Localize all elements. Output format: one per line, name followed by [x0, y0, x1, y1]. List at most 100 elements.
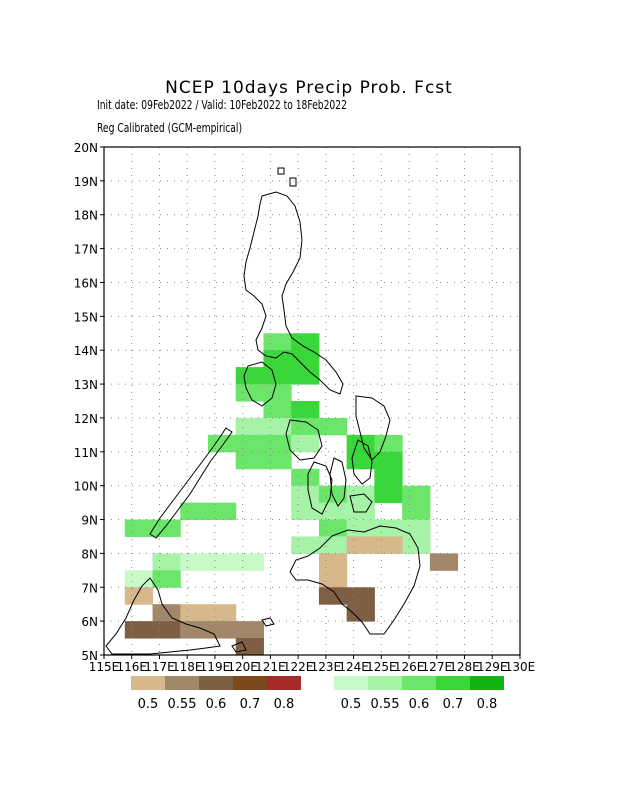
coastline-palawan	[149, 427, 233, 539]
below-colorbar-swatch	[199, 676, 233, 690]
below-normal-cell	[429, 553, 459, 571]
lat-tick-label: 11N	[74, 446, 98, 460]
above-normal-cell	[402, 519, 431, 537]
lon-tick-label: 115E	[89, 660, 120, 674]
lon-tick-label: 128E	[449, 660, 480, 674]
below-colorbar-label: 0.8	[274, 697, 295, 712]
map-title: NCEP 10days Precip Prob. Fcst	[165, 78, 453, 98]
above-normal-cell	[124, 519, 154, 537]
above-normal-cell	[152, 519, 181, 537]
lon-tick-label: 125E	[366, 660, 397, 674]
coastline-leyte	[351, 439, 373, 485]
coastline-mindanao	[289, 525, 421, 635]
above-normal-cell	[235, 417, 264, 436]
coastline-borneo	[105, 577, 221, 655]
lat-tick-label: 18N	[74, 209, 98, 223]
above-normal-cell	[208, 502, 237, 521]
lon-tick-label: 130E	[505, 660, 536, 674]
above-normal-cell	[402, 485, 431, 504]
above-normal-cell	[263, 417, 292, 436]
below-normal-cell	[318, 553, 348, 571]
below-normal-cell	[346, 604, 375, 622]
above-colorbar-label: 0.55	[371, 697, 400, 712]
above-normal-cell	[152, 553, 181, 571]
lon-tick-label: 121E	[255, 660, 286, 674]
above-normal-cell	[208, 434, 237, 453]
above-normal-cell	[152, 570, 181, 588]
below-colorbar-label: 0.5	[138, 697, 159, 712]
coastline-samar	[355, 395, 391, 461]
above-normal-cell	[291, 468, 320, 487]
below-colorbar-label: 0.55	[168, 697, 197, 712]
below-normal-cell	[152, 604, 181, 622]
lat-tick-label: 13N	[74, 378, 98, 392]
above-normal-cell	[180, 553, 209, 571]
above-normal-cell	[374, 434, 403, 453]
above-normal-cell	[318, 485, 348, 504]
below-colorbar-swatch	[233, 676, 267, 690]
lon-tick-label: 126E	[394, 660, 425, 674]
coastline-babuyan	[289, 177, 297, 187]
above-colorbar-label: 0.5	[341, 697, 362, 712]
above-normal-cell	[318, 417, 348, 436]
lat-tick-label: 9N	[81, 514, 98, 528]
above-normal-cell	[374, 468, 403, 487]
below-normal-cell	[152, 621, 181, 639]
lat-tick-label: 15N	[74, 310, 98, 324]
above-colorbar-swatch	[402, 676, 436, 690]
lon-tick-label: 119E	[200, 660, 231, 674]
lat-tick-label: 10N	[74, 480, 98, 494]
coastline-sulu-1	[261, 617, 275, 627]
above-normal-cell	[180, 502, 209, 521]
below-normal-cell	[346, 587, 375, 605]
above-normal-cell	[263, 451, 292, 470]
above-colorbar-swatch	[368, 676, 402, 690]
above-colorbar-label: 0.7	[443, 697, 464, 712]
below-normal-cell	[180, 621, 209, 639]
above-normal-cell	[208, 553, 237, 571]
above-normal-cell	[318, 519, 348, 537]
below-colorbar-label: 0.6	[206, 697, 227, 712]
lat-tick-label: 7N	[81, 581, 98, 595]
below-normal-cell	[208, 621, 237, 639]
below-normal-cell	[318, 587, 348, 605]
lon-tick-label: 129E	[477, 660, 508, 674]
above-normal-cell	[291, 417, 320, 436]
above-colorbar-swatch	[334, 676, 368, 690]
coastline	[105, 167, 421, 655]
above-normal-cell	[318, 536, 348, 554]
init-date-line: Init date: 09Feb2022 / Valid: 10Feb2022 …	[97, 98, 347, 112]
below-normal-cell	[180, 604, 209, 622]
above-normal-cell	[402, 502, 431, 521]
above-normal-cell	[235, 553, 264, 571]
below-colorbar-label: 0.7	[240, 697, 261, 712]
above-colorbar-label: 0.8	[477, 697, 498, 712]
probability-cells	[124, 333, 459, 656]
above-normal-cell	[291, 333, 320, 351]
above-normal-cell	[235, 451, 264, 470]
above-normal-cell	[346, 451, 375, 470]
below-colorbar-swatch	[131, 676, 165, 690]
latitude-labels: 5N 6N 7N 8N 9N 10N 11N 12N 13N 14N 15N 16N 17N 18N 19N…	[74, 141, 104, 663]
above-normal-cell	[374, 519, 403, 537]
above-normal-cell	[291, 502, 320, 521]
lat-tick-label: 17N	[74, 243, 98, 257]
coastline-negros	[307, 461, 333, 515]
above-normal-cell	[263, 401, 292, 419]
lat-tick-label: 14N	[74, 344, 98, 358]
above-normal-cell	[346, 434, 375, 453]
above-normal-cell	[263, 434, 292, 453]
lon-tick-label: 122E	[283, 660, 314, 674]
lat-tick-label: 19N	[74, 175, 98, 189]
above-normal-cell	[346, 502, 375, 521]
lon-tick-label: 117E	[144, 660, 175, 674]
above-normal-cell	[291, 536, 320, 554]
below-normal-cell	[235, 621, 264, 639]
colorbar-above-normal: 0.5 0.55 0.6 0.7 0.8	[334, 676, 504, 712]
lat-tick-label: 20N	[74, 141, 98, 155]
coastline-mindoro	[243, 361, 277, 407]
above-normal-cell	[263, 367, 292, 385]
lon-tick-label: 120E	[227, 660, 258, 674]
above-normal-cell	[374, 451, 403, 470]
lat-tick-label: 8N	[81, 547, 98, 561]
